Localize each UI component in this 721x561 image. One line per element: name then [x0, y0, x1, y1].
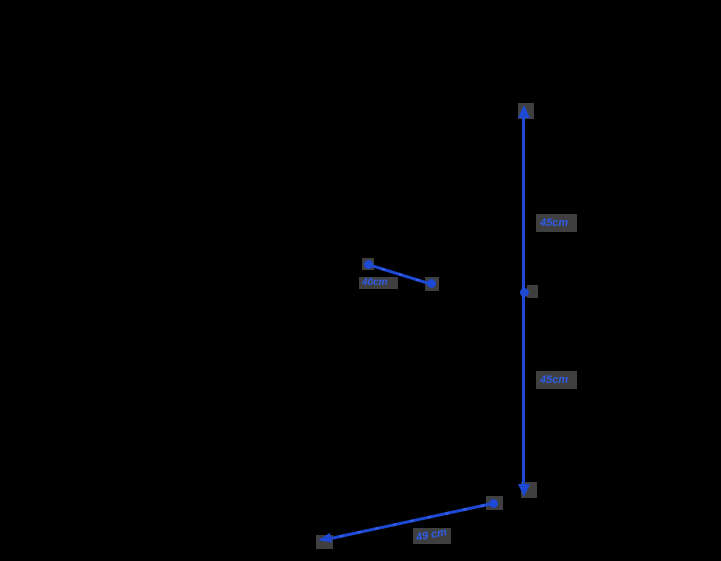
vertical-lower-label: 45cm: [540, 374, 569, 386]
arrow-down-icon: [518, 484, 530, 497]
endpoint-dot: [427, 279, 436, 288]
chip-base-label: [413, 528, 451, 544]
vertical-dimension-line: [522, 113, 525, 487]
endpoint-dot: [364, 260, 373, 269]
chip-upper-label: [536, 214, 577, 232]
depth-label: 40cm: [362, 277, 388, 288]
chip-depth-label: [359, 277, 398, 289]
chip-lower-label: [536, 371, 577, 389]
vertical-upper-label: 45cm: [540, 217, 569, 229]
arrow-up-icon: [518, 105, 530, 118]
endpoint-dot: [489, 499, 498, 508]
chip-mid-node: [527, 285, 538, 298]
base-dimension-line: [325, 501, 494, 541]
vertical-midpoint-dot: [520, 288, 529, 297]
